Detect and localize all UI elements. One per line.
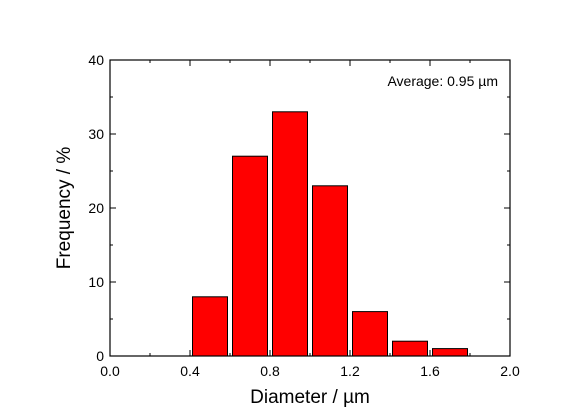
plot-frame — [109, 59, 511, 357]
bar-3 — [312, 185, 348, 357]
y-tick-label-0: 0 — [96, 348, 104, 364]
y-tick-label-1: 10 — [88, 274, 104, 290]
y-tick-label-4: 40 — [88, 52, 104, 68]
y-axis-label: Frequency / % — [54, 147, 75, 270]
bar-4 — [352, 311, 388, 357]
x-tick-label-5: 2.0 — [500, 363, 520, 379]
bars-group — [192, 111, 468, 357]
x-tick-label-2: 0.8 — [260, 363, 280, 379]
x-tick-label-0: 0.0 — [100, 363, 120, 379]
bar-1 — [232, 155, 268, 357]
x-tick-label-3: 1.2 — [340, 363, 360, 379]
x-tick-label-1: 0.4 — [180, 363, 200, 379]
x-tick-label-4: 1.6 — [420, 363, 440, 379]
bar-2 — [272, 111, 308, 357]
ticks-group: 0.0 0.4 0.8 1.2 1.6 2.0 0 10 20 30 40 — [88, 52, 520, 379]
bar-5 — [392, 340, 428, 357]
y-tick-label-3: 30 — [88, 126, 104, 142]
x-axis-label: Diameter / µm — [250, 387, 370, 408]
bar-6 — [432, 348, 468, 357]
average-annotation: Average: 0.95 µm — [387, 73, 498, 89]
bar-0 — [192, 296, 228, 357]
y-tick-label-2: 20 — [88, 200, 104, 216]
